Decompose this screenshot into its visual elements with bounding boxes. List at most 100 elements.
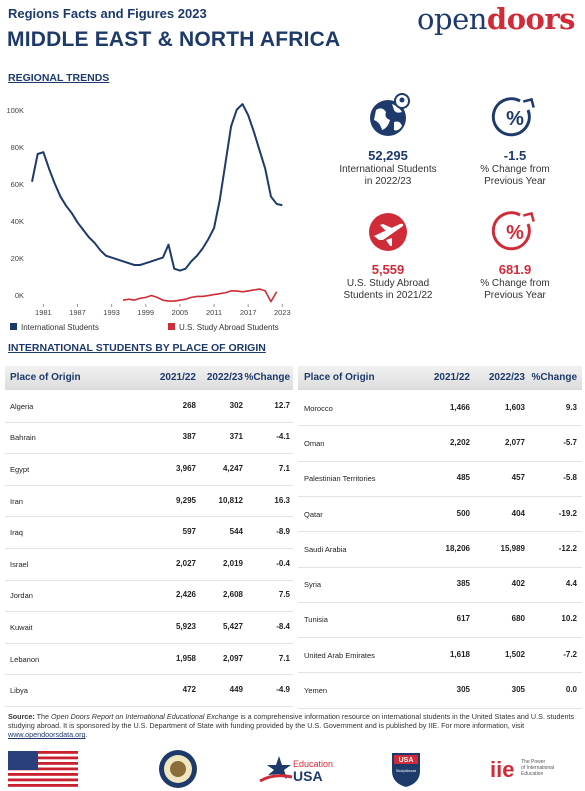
row-divider [5,484,293,486]
row-divider [298,707,582,709]
table-header-bg [298,366,582,390]
table-number: -0.4 [276,558,290,568]
place-name: Saudi Arabia [304,544,347,554]
table-number: -8.9 [276,527,290,537]
legend-label: International Students [21,323,99,332]
source-text: is a comprehensive information resource … [8,712,575,730]
source-label: Source: [8,712,35,721]
table-number: 4.4 [565,579,577,589]
column-header: %Change [244,372,290,383]
column-header: 2022/23 [206,372,243,383]
title: MIDDLE EAST & NORTH AFRICA [7,28,341,51]
logo-text: USA [399,757,414,764]
x-tick-label: 2017 [240,308,257,317]
chart: % % 0K 20K 40K 60K 80K 100K 1981 1987 1993 1999 20… [6,93,535,332]
logo-text: The Power [521,759,546,765]
table-number: 7.1 [278,464,290,473]
row-divider [5,642,293,644]
supertitle: Regions Facts and Figures 2023 [8,6,207,21]
table-number: 2,608 [222,590,243,600]
logos: Education USA USA StudyAbroad iie The Po… [8,750,554,788]
row-divider [5,674,293,676]
svg-text:%: % [506,108,524,130]
source-link[interactable]: www.opendoorsdata.org [8,730,86,739]
logo-text: Education [521,771,543,777]
svg-text:%: % [506,222,524,244]
row-divider [5,548,293,549]
logo-text: StudyAbroad [396,769,416,773]
table-number: 7.5 [278,590,290,600]
stat-label: Previous Year [484,176,546,187]
table-header-bg [5,366,293,390]
place-name: Oman [304,438,325,448]
place-name: Egypt [10,465,30,474]
stat-label: in 2022/23 [364,176,412,187]
table-number: 1,958 [175,653,196,663]
stat-label: % Change from [480,278,550,289]
table-number: 2,426 [175,590,196,600]
iie-logo: iie The Power of International Education [490,757,554,782]
stat-value: -1.5 [503,148,527,163]
stat-label: Previous Year [484,290,546,301]
y-tick-label: 80K [11,143,24,152]
stat-value: 5,559 [371,262,405,277]
place-name: Bahrain [10,433,36,443]
table-number: 457 [511,473,525,483]
place-name: Syria [304,580,322,590]
source-text: . [85,730,88,739]
row-divider [298,495,582,497]
x-tick-label: 1987 [69,308,86,317]
percent-icon: % [491,97,535,137]
place-name: Jordan [10,591,33,601]
table-number: 1,466 [449,402,470,412]
table-number: 268 [182,400,196,410]
table-number: 371 [229,432,243,442]
table-number: 9.3 [565,402,577,412]
logo-text: iie [490,757,514,782]
row-divider [298,460,582,462]
table-number: 10,812 [218,495,243,505]
row-divider [298,531,582,533]
column-header: Place of Origin [304,372,375,383]
column-header: 2022/23 [488,372,525,383]
x-tick-label: 2023 [274,308,291,317]
series-line [122,288,278,303]
legend-swatch [168,323,175,330]
table-number: 305 [511,685,525,695]
place-name: Qatar [304,509,323,519]
section-heading: REGIONAL TRENDS [8,72,110,84]
educationusa-logo: Education USA [259,756,333,784]
table-number: 3,967 [175,464,196,473]
row-divider [5,516,293,518]
place-name: Libya [10,686,28,696]
x-tick-label: 1993 [103,308,120,317]
table-number: 9,295 [175,495,196,505]
y-tick-label: 0K [15,291,24,300]
y-tick-label: 60K [11,180,24,189]
place-name: Kuwait [10,623,33,632]
table-number: -19.2 [558,508,577,518]
y-tick-label: 20K [11,254,24,263]
table-number: 500 [456,508,470,518]
globe-icon [370,93,410,136]
logo: opendoors [417,2,575,36]
place-name: Palestinian Territories [304,474,376,484]
table-number: 2,019 [222,558,243,568]
table-number: 1,618 [449,649,470,659]
y-tick-label: 100K [6,106,24,115]
table-number: 472 [182,685,196,695]
stat-value: 681.9 [498,262,532,277]
logo-text: of International [521,765,554,771]
legend-label: U.S. Study Abroad Students [179,323,279,332]
table-number: 5,923 [175,622,196,631]
table-number: 1,603 [504,402,525,412]
x-tick-label: 1999 [137,308,154,317]
row-divider [298,672,582,674]
table-number: -8.4 [276,622,290,631]
stat-value: 52,295 [368,148,408,163]
source-note: Source: The Open Doors Report on Interna… [8,712,578,739]
place-name: Morocco [304,403,333,413]
column-header: 2021/22 [159,372,196,383]
logo-text: USA [293,768,323,784]
table-number: 680 [511,614,525,624]
